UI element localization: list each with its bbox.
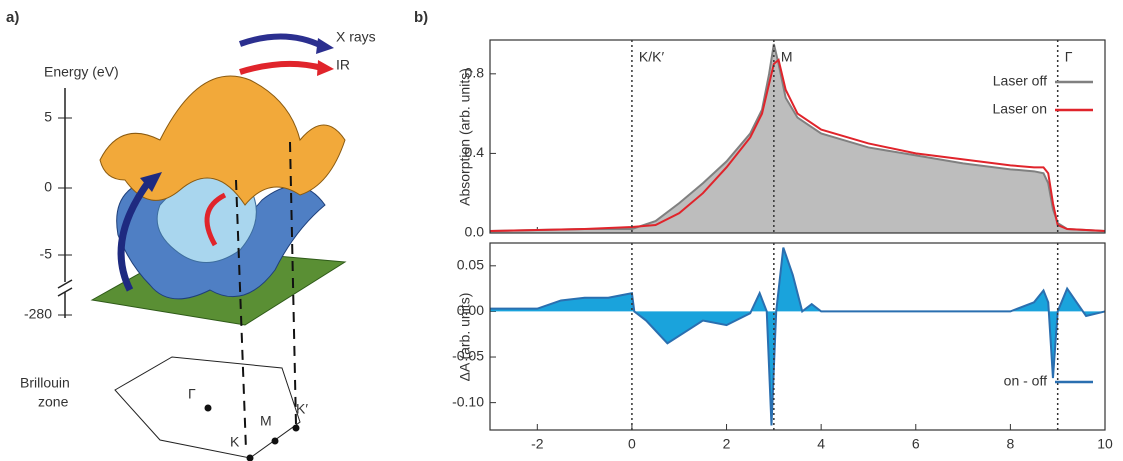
v-line-label: Γ: [1065, 49, 1073, 65]
panel-label: a): [6, 9, 19, 26]
axis-title: Energy (eV): [44, 64, 119, 80]
v-line-label: K/K′: [639, 49, 665, 65]
x-tick-label: -2: [531, 436, 544, 452]
arrow-label: X rays: [336, 29, 376, 45]
v-line-label: M: [781, 49, 793, 65]
area: [490, 247, 1105, 426]
point-label: K: [230, 434, 240, 450]
y-tick-label: 0.8: [465, 65, 485, 81]
y-tick-label: 0.4: [465, 144, 485, 160]
legend-label: Laser on: [993, 101, 1047, 117]
x-tick-label: 8: [1006, 436, 1014, 452]
point-label: M: [260, 413, 272, 429]
legend-label: Laser off: [993, 73, 1047, 89]
y-tick-label: -0.05: [452, 348, 484, 364]
line: [490, 247, 1106, 426]
zone-label: zone: [38, 394, 69, 410]
tick-label: 0: [44, 179, 52, 195]
plot-frame: [489, 242, 1106, 431]
arrow-label: IR: [336, 57, 350, 73]
plot-frame: [489, 39, 1106, 234]
area: [490, 43, 1105, 233]
x-tick-label: 10: [1097, 436, 1113, 452]
y-tick-label: 0.00: [457, 302, 484, 318]
panel-label: b): [414, 9, 428, 26]
point-label: Γ: [188, 386, 196, 402]
x-tick-label: 4: [817, 436, 825, 452]
illustration: [57, 33, 347, 461]
y-axis-title: Absorption (arb. units): [457, 68, 473, 206]
y-axis-title: ΔA (arb. units): [457, 293, 473, 382]
tick-label: -280: [24, 306, 52, 322]
y-tick-label: 0.0: [465, 224, 485, 240]
zone-label: Brillouin: [20, 375, 70, 391]
legend-label: on - off: [1004, 373, 1047, 389]
tick-label: 5: [44, 109, 52, 125]
y-tick-label: -0.10: [452, 393, 484, 409]
point-label: K′: [296, 401, 308, 417]
line: [489, 43, 1106, 233]
x-tick-label: 0: [628, 436, 636, 452]
x-tick-label: 2: [723, 436, 731, 452]
x-tick-label: 6: [912, 436, 920, 452]
line: [489, 58, 1106, 233]
tick-label: -5: [40, 246, 53, 262]
y-tick-label: 0.05: [457, 257, 484, 273]
